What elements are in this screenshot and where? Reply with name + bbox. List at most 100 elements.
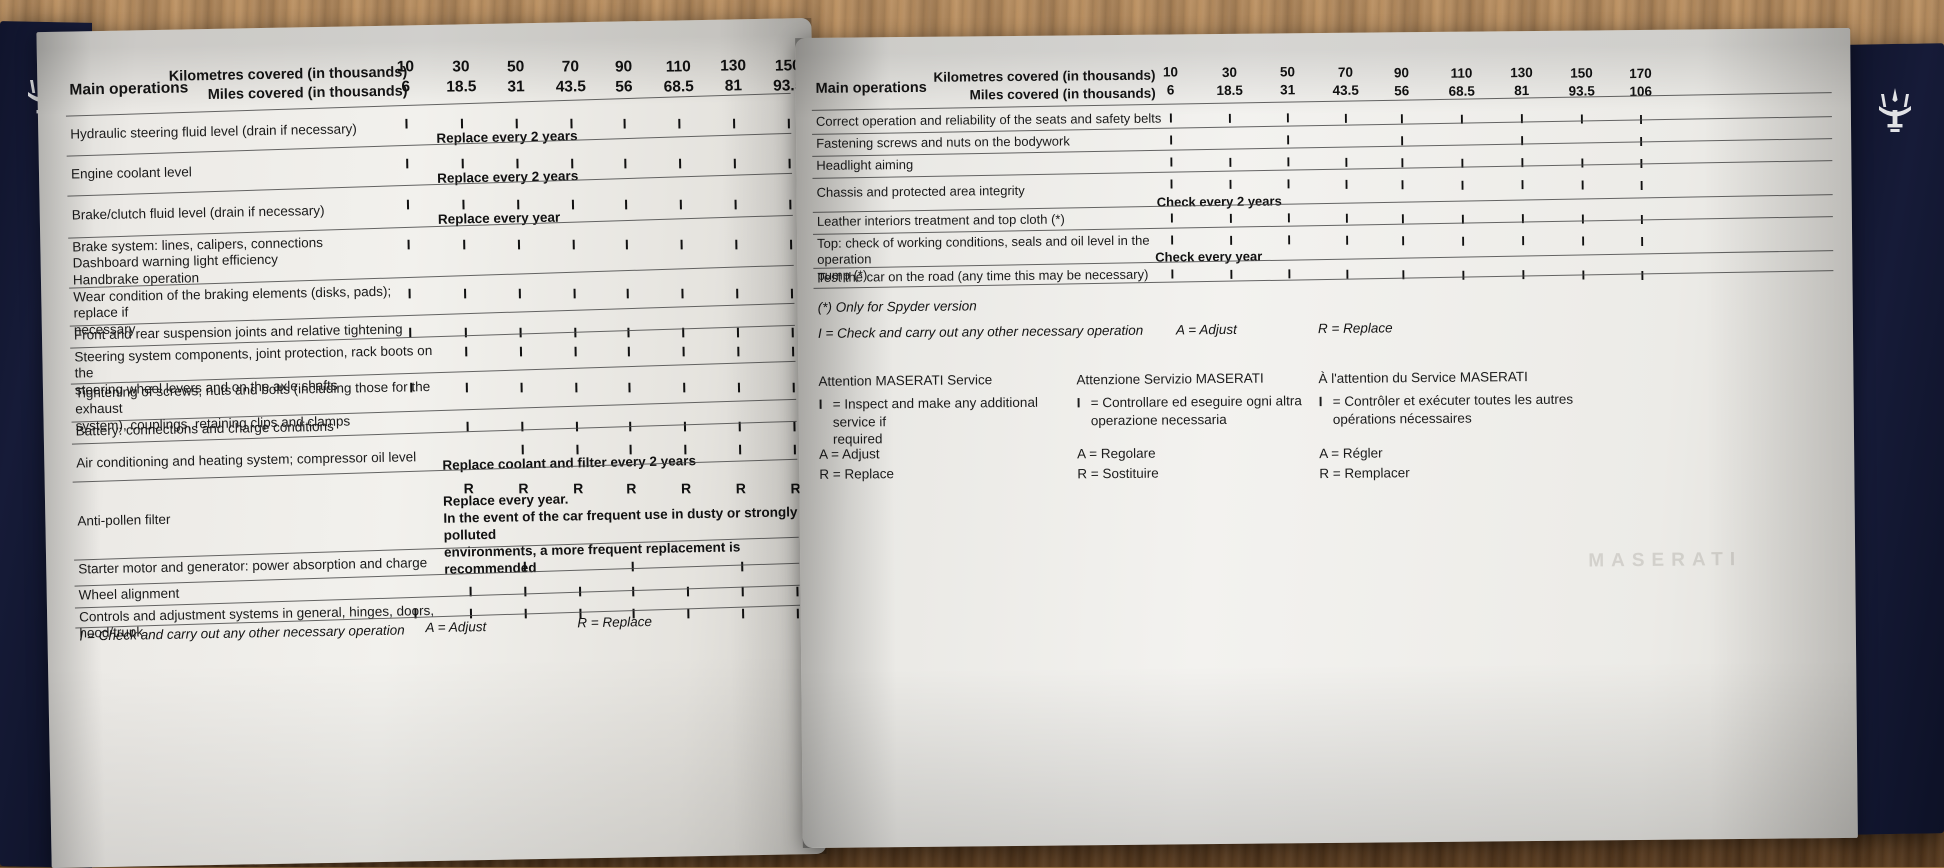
left-row-mark: I — [614, 324, 642, 341]
left-miles-label: Miles covered (in thousands) — [157, 83, 407, 104]
left-row-mark: I — [392, 115, 420, 132]
right-row-mark: I — [1276, 133, 1300, 148]
left-row-mark: I — [401, 605, 429, 622]
service-note-title: Attenzione Servizio MASERATI — [1076, 371, 1263, 388]
right-miles-value: 81 — [1498, 83, 1546, 98]
left-miles-value: 68.5 — [653, 77, 705, 96]
left-row-mark: I — [667, 236, 695, 253]
left-km-value: 130 — [709, 57, 757, 76]
service-note-key: I — [1319, 393, 1323, 411]
right-miles-value: 56 — [1378, 83, 1426, 98]
maserati-trident-icon-right — [1873, 84, 1917, 140]
right-row-mark: I — [1450, 155, 1474, 170]
left-row-mark: I — [506, 285, 534, 302]
right-row-mark: I — [1276, 155, 1300, 170]
right-row-mark: I — [1570, 111, 1594, 126]
left-row-mark: I — [726, 418, 754, 435]
right-row-mark: I — [1510, 155, 1534, 170]
right-km-value: 170 — [1618, 65, 1662, 80]
right-miles-value: 43.5 — [1322, 83, 1370, 98]
right-row-mark: I — [1277, 233, 1301, 248]
left-row-note: Replace coolant and filter every 2 years — [442, 450, 802, 474]
left-legend-replace: R = Replace — [577, 614, 652, 630]
left-row-mark: I — [453, 379, 481, 396]
left-km-value: 90 — [599, 58, 647, 77]
left-row-mark: I — [560, 236, 588, 253]
left-row-mark: I — [562, 343, 590, 360]
right-row-mark: I — [1276, 177, 1300, 192]
left-row-mark: I — [671, 418, 699, 435]
right-km-value: 130 — [1499, 65, 1543, 80]
right-page: Main operations Kilometres covered (in t… — [795, 28, 1858, 848]
left-row-mark: I — [674, 583, 702, 600]
right-row-mark: I — [1219, 232, 1243, 247]
book-cover-right — [1845, 43, 1944, 835]
left-row-mark: I — [670, 379, 698, 396]
left-row-mark: I — [614, 285, 642, 302]
right-row-mark: I — [1218, 176, 1242, 191]
right-km-value: 70 — [1323, 65, 1367, 80]
left-row-mark: I — [452, 343, 480, 360]
right-row-mark: I — [1630, 267, 1654, 282]
left-row-mark: I — [669, 343, 697, 360]
right-miles-value: 18.5 — [1206, 82, 1254, 97]
right-footnote-spyder: (*) Only for Spyder version — [818, 298, 977, 315]
right-row-mark: I — [1510, 111, 1534, 126]
left-row-label: Brake/clutch fluid level (drain if neces… — [72, 201, 432, 224]
left-row-mark: I — [397, 379, 425, 396]
right-miles-label: Miles covered (in thousands) — [896, 86, 1156, 103]
left-row-mark: I — [507, 343, 535, 360]
left-row-mark: I — [563, 418, 591, 435]
left-km-value: 30 — [437, 58, 485, 77]
service-note-replace: R = Sostituire — [1077, 465, 1159, 483]
left-row-mark: I — [394, 196, 422, 213]
left-row-mark: I — [615, 379, 643, 396]
right-row-label: Correct operation and reliability of the… — [816, 111, 1166, 130]
left-row-mark: I — [511, 583, 539, 600]
service-note-text: = Controllare ed eseguire ogni altra ope… — [1091, 392, 1341, 429]
left-row-label: Air conditioning and heating system; com… — [76, 449, 436, 472]
right-row-mark: I — [1630, 233, 1654, 248]
left-row-label: Brake system: lines, calipers, connectio… — [72, 233, 433, 289]
right-legend-check: I = Check and carry out any other necess… — [818, 323, 1143, 341]
left-row-mark: I — [723, 285, 751, 302]
right-row-mark: I — [1219, 266, 1243, 281]
left-row-label: Hydraulic steering fluid level (drain if… — [70, 120, 430, 143]
right-row-mark: I — [1571, 233, 1595, 248]
service-note-adjust: A = Adjust — [819, 445, 880, 463]
left-row-mark: I — [505, 236, 533, 253]
right-row-label: Fastening screws and nuts on the bodywor… — [816, 133, 1166, 152]
right-km-value: 10 — [1148, 64, 1192, 79]
right-row-mark: I — [1510, 133, 1534, 148]
right-km-value: 110 — [1439, 65, 1483, 80]
left-row-mark: I — [560, 285, 588, 302]
right-row-mark: I — [1160, 266, 1184, 281]
left-row-mark: I — [395, 285, 423, 302]
service-note-adjust: A = Regolare — [1077, 445, 1156, 463]
right-row-label: Chassis and protected area integrity — [817, 182, 1167, 201]
right-table-rows: Correct operation and reliability of the… — [795, 28, 1850, 38]
left-km-value: 50 — [492, 58, 540, 77]
right-row-mark: I — [1451, 177, 1475, 192]
right-row-mark: I — [1451, 267, 1475, 282]
right-row-label: Leather interiors treatment and top clot… — [817, 211, 1167, 230]
right-row-mark: I — [1334, 177, 1358, 192]
left-row-mark: I — [619, 558, 647, 575]
left-row-mark: I — [508, 418, 536, 435]
left-row-mark: I — [456, 583, 484, 600]
left-row-mark: I — [724, 343, 752, 360]
right-row-mark: I — [1390, 177, 1414, 192]
right-row-mark: I — [1160, 232, 1184, 247]
right-row-mark: I — [1391, 233, 1415, 248]
left-row-mark: I — [728, 558, 756, 575]
service-note-key: I — [819, 396, 823, 414]
maserati-watermark: MASERATI — [1535, 549, 1795, 573]
right-km-label: Kilometres covered (in thousands) — [895, 68, 1155, 85]
left-page: Main operations Kilometres covered (in t… — [36, 18, 826, 868]
right-row-mark: I — [1159, 110, 1183, 125]
left-row-label: Anti-pollen filter — [77, 507, 437, 530]
